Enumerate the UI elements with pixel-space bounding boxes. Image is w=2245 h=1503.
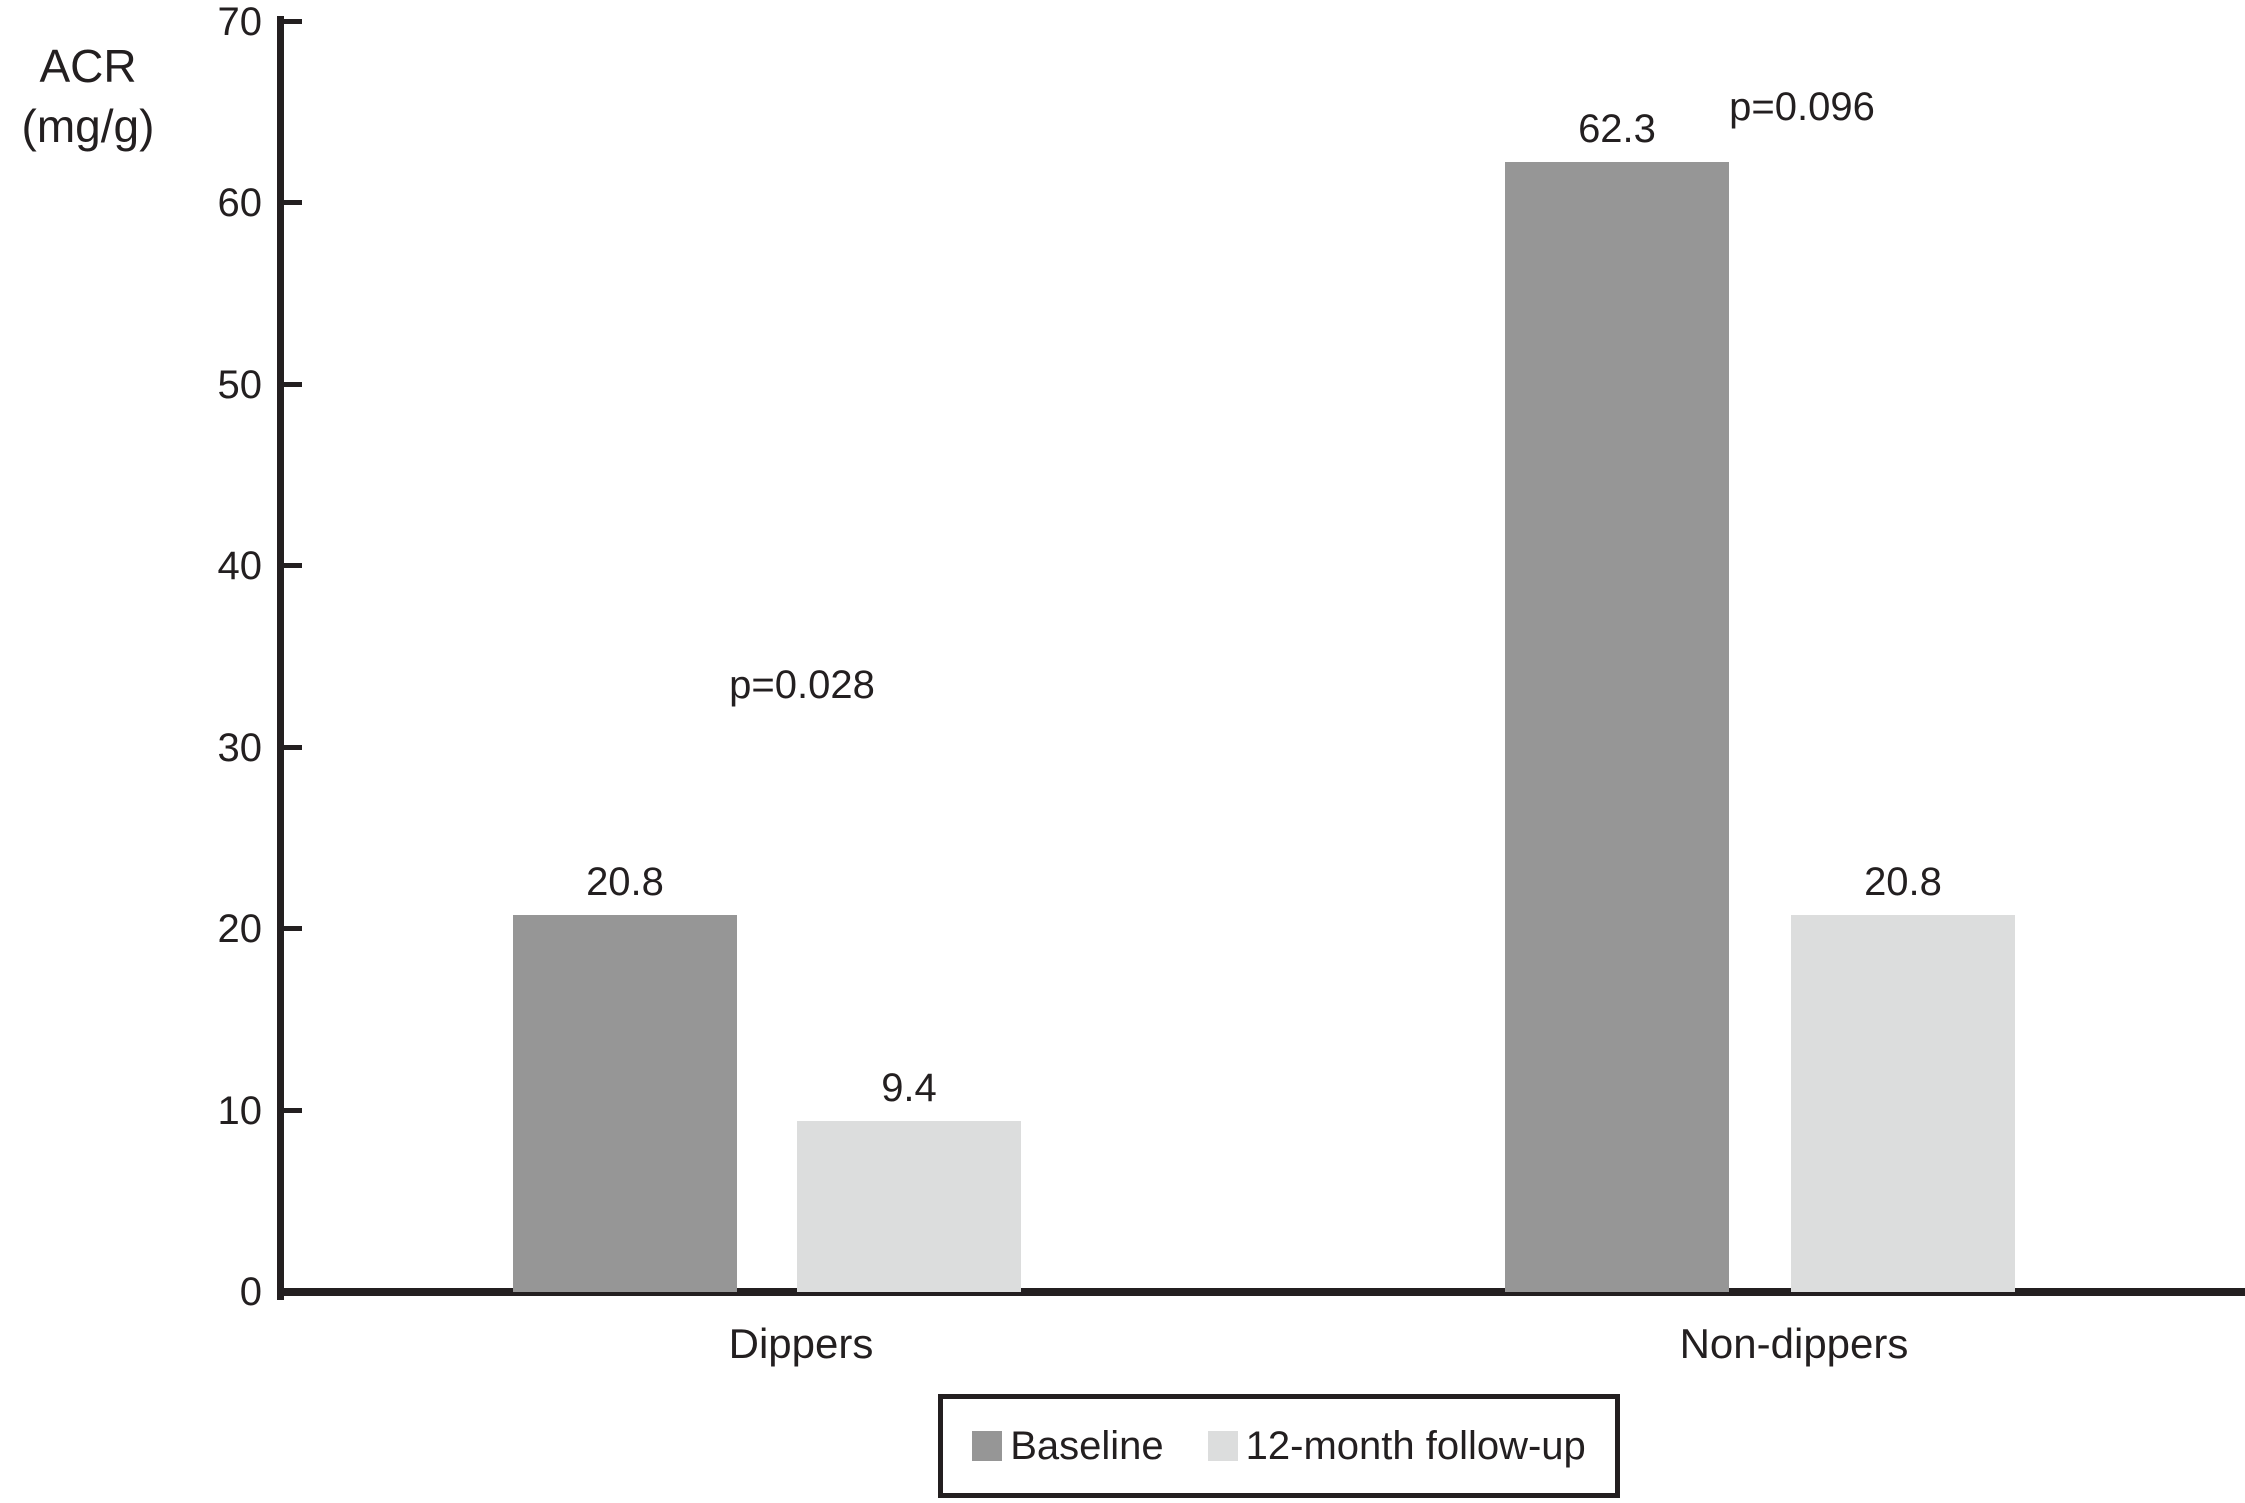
y-axis-line [277, 16, 284, 1300]
y-tick-mark [284, 744, 302, 750]
category-label: Non-dippers [1679, 1320, 1909, 1367]
y-tick-label: 0 [239, 1270, 262, 1314]
y-tick-label: 30 [217, 725, 263, 770]
legend-box: Baseline 12-month follow-up [938, 1394, 1620, 1498]
bar-baseline [513, 914, 737, 1292]
y-tick-label: 50 [217, 362, 263, 407]
legend-swatch [972, 1431, 1003, 1461]
y-axis-title: ACR (mg/g) [2, 36, 174, 156]
y-tick-mark [284, 19, 302, 24]
legend-swatch [1207, 1431, 1238, 1461]
y-tick-mark [284, 926, 302, 932]
bar-value-label: 20.8 [1864, 859, 1942, 904]
bar-12-month-follow-up [797, 1121, 1021, 1292]
y-tick-mark [284, 1107, 302, 1113]
bar-baseline [1505, 161, 1729, 1292]
y-tick-label: 60 [217, 181, 263, 226]
y-tick-label: 20 [217, 907, 263, 952]
bar-value-label: 9.4 [881, 1066, 937, 1111]
bar-value-label: 62.3 [1578, 106, 1656, 151]
legend-label: Baseline [1010, 1424, 1164, 1468]
bar-12-month-follow-up [1791, 914, 2015, 1292]
y-tick-mark [284, 381, 302, 387]
category-label: Dippers [728, 1320, 874, 1367]
legend-item: 12-month follow-up [1207, 1423, 1586, 1469]
y-tick-label: 40 [217, 544, 263, 589]
y-tick-label: 70 [217, 0, 263, 44]
x-axis-line [277, 1288, 2245, 1296]
legend-label: 12-month follow-up [1245, 1424, 1586, 1468]
p-value-annotation: p=0.096 [1729, 85, 1875, 129]
y-tick-label: 10 [217, 1088, 263, 1133]
y-axis-title-line: (mg/g) [21, 100, 155, 152]
y-tick-mark [284, 563, 302, 569]
legend-item: Baseline [972, 1423, 1164, 1469]
y-axis-title-line: ACR [39, 40, 137, 92]
bar-value-label: 20.8 [586, 859, 664, 904]
y-tick-mark [284, 200, 302, 206]
p-value-annotation: p=0.028 [729, 663, 875, 707]
